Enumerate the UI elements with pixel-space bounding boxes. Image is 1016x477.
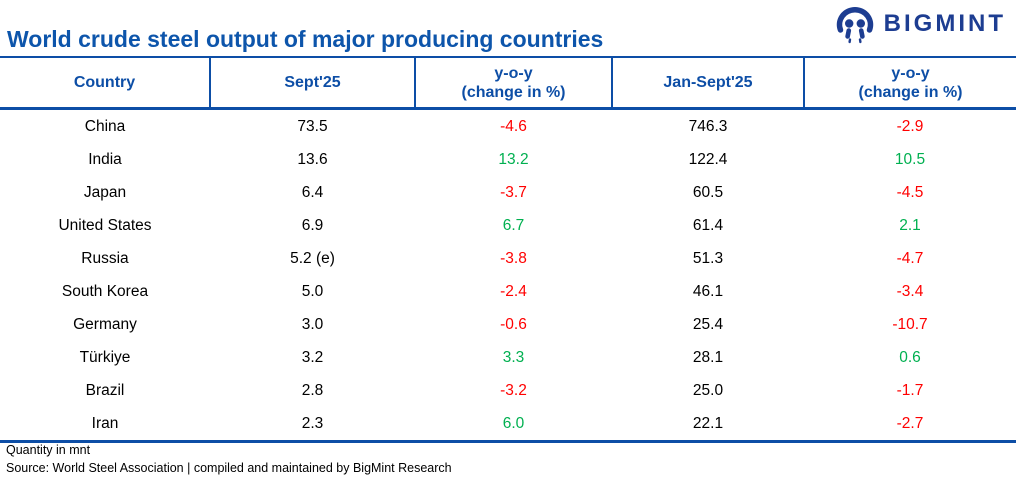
cell-jan-sept25: 122.4 (688, 150, 728, 168)
cell-sept25: 2.8 (301, 381, 324, 399)
bigmint-logo-icon (836, 7, 873, 44)
column-header-label: Country (73, 74, 136, 91)
cell-jan-sept25: 746.3 (688, 117, 728, 135)
cell-yoy-jan-sept: -4.5 (896, 183, 924, 201)
table-row: China 73.5 -4.6 746.3 -2.9 (0, 109, 1016, 144)
cell-jan-sept25: 25.4 (692, 315, 724, 333)
table-row: United States 6.9 6.7 61.4 2.1 (0, 209, 1016, 242)
cell-yoy-sept: 13.2 (498, 150, 529, 168)
cell-yoy-sept: -3.7 (500, 183, 527, 201)
brand-name: BIGMINT (883, 10, 1006, 37)
column-header-label: y-o-y (494, 64, 533, 82)
cell-yoy-sept: -3.2 (500, 381, 527, 399)
cell-yoy-sept: -0.6 (500, 315, 527, 333)
cell-yoy-sept: -2.4 (500, 282, 527, 300)
table-row: Brazil 2.8 -3.2 25.0 -1.7 (0, 374, 1016, 407)
column-header-yoy-sept: y-o-y (change in %) (414, 57, 612, 109)
cell-sept25: 73.5 (297, 117, 328, 135)
cell-yoy-jan-sept: -10.7 (892, 315, 928, 333)
column-header-jan-sept25: Jan-Sept'25 (611, 57, 804, 109)
table-row: Germany 3.0 -0.6 25.4 -10.7 (0, 308, 1016, 341)
column-header-yoy-jan-sept: y-o-y (change in %) (803, 57, 1016, 109)
steel-output-table: Country Sept'25 y-o-y (change in %) Jan-… (0, 56, 1016, 443)
cell-jan-sept25: 22.1 (692, 414, 724, 432)
quantity-note: Quantity in mnt (6, 443, 91, 457)
cell-sept25: 3.2 (301, 348, 324, 366)
column-header-label: Sept'25 (284, 74, 341, 91)
cell-yoy-sept: 6.0 (502, 414, 525, 432)
column-header-sublabel: (change in %) (858, 83, 963, 101)
footer: Quantity in mnt Source: World Steel Asso… (6, 441, 452, 477)
table-row: Türkiye 3.2 3.3 28.1 0.6 (0, 341, 1016, 374)
steel-output-table-wrap: Country Sept'25 y-o-y (change in %) Jan-… (0, 56, 1016, 443)
cell-jan-sept25: 28.1 (692, 348, 724, 366)
cell-country: Iran (91, 414, 119, 432)
column-header-label: y-o-y (891, 64, 930, 82)
column-header-sept25: Sept'25 (209, 57, 415, 109)
page-title: World crude steel output of major produc… (7, 26, 604, 52)
cell-jan-sept25: 46.1 (692, 282, 724, 300)
cell-jan-sept25: 25.0 (692, 381, 724, 399)
cell-country: South Korea (61, 282, 149, 300)
table-row: South Korea 5.0 -2.4 46.1 -3.4 (0, 275, 1016, 308)
cell-country: Brazil (85, 381, 125, 399)
cell-sept25: 2.3 (301, 414, 324, 432)
cell-yoy-jan-sept: -4.7 (896, 249, 924, 267)
cell-jan-sept25: 61.4 (692, 216, 724, 234)
cell-yoy-jan-sept: 10.5 (894, 150, 926, 168)
cell-jan-sept25: 51.3 (692, 249, 724, 267)
cell-country: Japan (83, 183, 127, 201)
cell-yoy-jan-sept: 0.6 (899, 348, 921, 366)
cell-yoy-sept: 3.3 (502, 348, 525, 366)
table-row: Japan 6.4 -3.7 60.5 -4.5 (0, 176, 1016, 209)
table-row: India 13.6 13.2 122.4 10.5 (0, 143, 1016, 176)
cell-yoy-jan-sept: -3.4 (896, 282, 924, 300)
cell-sept25: 3.0 (301, 315, 324, 333)
cell-sept25: 6.4 (301, 183, 324, 201)
cell-sept25: 5.0 (301, 282, 324, 300)
column-header-sublabel: (change in %) (461, 83, 566, 101)
cell-country: Russia (81, 249, 129, 267)
column-header-country: Country (0, 57, 210, 109)
cell-yoy-sept: -4.6 (500, 117, 527, 135)
cell-country: Germany (73, 315, 137, 333)
cell-sept25: 6.9 (301, 216, 324, 234)
cell-yoy-jan-sept: -2.9 (896, 117, 924, 135)
table-header-row: Country Sept'25 y-o-y (change in %) Jan-… (0, 57, 1016, 109)
cell-yoy-sept: -3.8 (500, 249, 527, 267)
cell-sept25: 13.6 (297, 150, 328, 168)
source-note: Source: World Steel Association | compil… (6, 461, 452, 475)
table-row: Iran 2.3 6.0 22.1 -2.7 (0, 407, 1016, 442)
cell-yoy-jan-sept: 2.1 (899, 216, 921, 234)
column-header-label: Jan-Sept'25 (663, 74, 753, 91)
table-row: Russia 5.2 (e) -3.8 51.3 -4.7 (0, 242, 1016, 275)
cell-country: China (84, 117, 126, 135)
cell-sept25: 5.2 (e) (290, 249, 335, 267)
cell-country: India (88, 150, 122, 168)
brand-logo: BIGMINT (833, 4, 1006, 44)
cell-yoy-jan-sept: -1.7 (896, 381, 924, 399)
cell-country: Türkiye (79, 348, 131, 366)
cell-yoy-sept: 6.7 (502, 216, 525, 234)
cell-jan-sept25: 60.5 (692, 183, 724, 201)
cell-yoy-jan-sept: -2.7 (896, 414, 924, 432)
cell-country: United States (58, 216, 152, 234)
